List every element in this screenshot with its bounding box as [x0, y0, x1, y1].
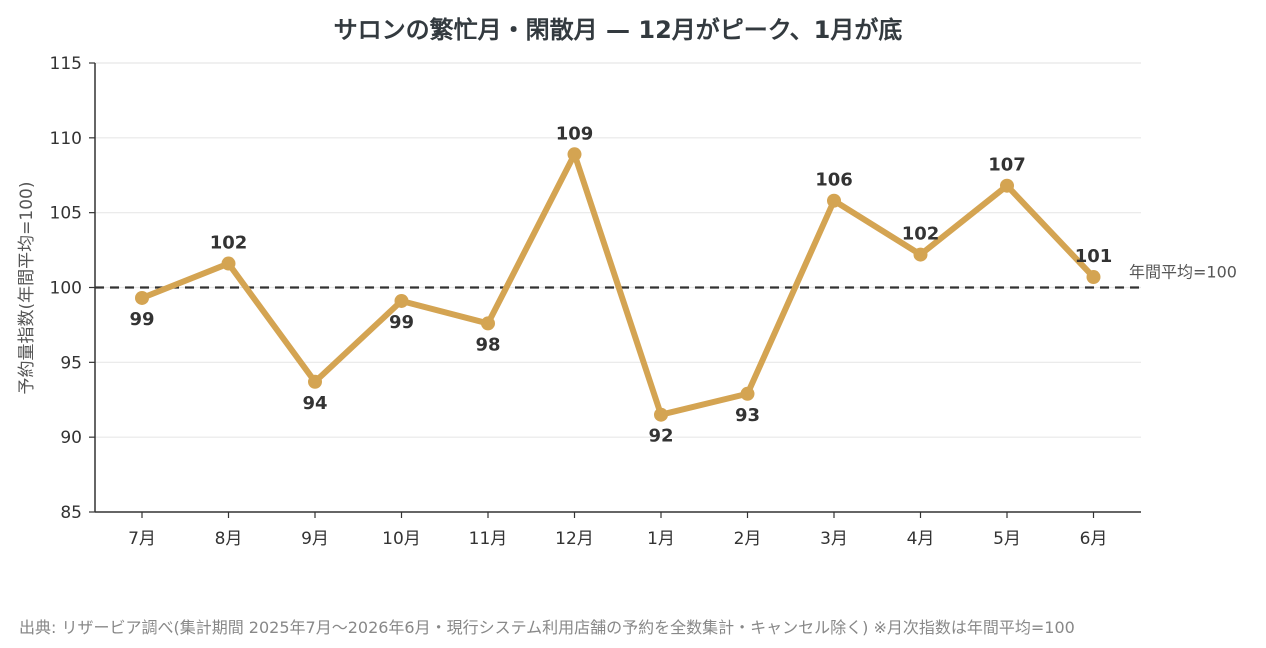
- y-tick-label: 105: [50, 204, 82, 224]
- y-tick-label: 100: [50, 279, 82, 299]
- data-point: [308, 374, 322, 389]
- y-axis-label: 予約量指数(年間平均=100): [17, 182, 37, 395]
- data-label: 109: [556, 123, 594, 144]
- x-tick-label: 4月: [907, 529, 935, 549]
- y-tick-label: 90: [60, 428, 82, 448]
- data-label: 93: [735, 405, 760, 426]
- x-tick-label: 9月: [301, 529, 329, 549]
- series-line: [139, 151, 1097, 418]
- data-label: 99: [389, 312, 414, 333]
- x-tick-label: 11月: [469, 529, 508, 549]
- x-tick-label: 10月: [382, 529, 421, 549]
- data-points: [135, 147, 1101, 422]
- y-tick-label: 95: [60, 353, 82, 373]
- data-label: 102: [210, 233, 248, 254]
- source-note: 出典: リザービア調べ(集計期間 2025年7月〜2026年6月・現行システム利…: [19, 618, 1075, 637]
- data-labels: 99 102 94 99 98 109 92 93 106 102 107 101: [129, 123, 1112, 446]
- x-tick-label: 5月: [993, 529, 1021, 549]
- x-axis-ticks: 7月 8月 9月 10月 11月 12月 1月 2月 3月 4月 5月 6月: [128, 512, 1107, 549]
- data-label: 92: [648, 426, 673, 447]
- data-label: 94: [302, 393, 327, 414]
- data-point: [1086, 270, 1101, 285]
- data-point: [1000, 178, 1014, 193]
- data-point: [481, 316, 495, 331]
- data-label: 106: [815, 170, 853, 191]
- data-label: 98: [475, 334, 500, 355]
- line-chart: 85 90 95 100 105 110 115 7月 8月 9月 10月 11月 12月 1月 2月 3月…: [17, 54, 1237, 549]
- data-point: [567, 147, 582, 162]
- x-tick-label: 12月: [555, 529, 594, 549]
- data-point: [221, 256, 236, 271]
- data-point: [827, 193, 841, 208]
- y-tick-label: 85: [60, 503, 82, 523]
- y-tick-label: 110: [50, 129, 82, 149]
- gridlines: [95, 62, 1141, 438]
- y-tick-label: 115: [50, 54, 82, 74]
- y-axis-ticks: 85 90 95 100 105 110 115: [50, 54, 95, 523]
- x-tick-label: 3月: [820, 529, 848, 549]
- data-point: [913, 247, 928, 262]
- data-point: [394, 293, 409, 308]
- chart-title: サロンの繁忙月・閑散月 — 12月がピーク、1月が底: [333, 16, 903, 44]
- x-tick-label: 8月: [215, 529, 243, 549]
- data-label: 107: [988, 155, 1026, 176]
- data-label: 101: [1075, 246, 1113, 267]
- data-point: [654, 407, 668, 422]
- data-point: [135, 290, 149, 305]
- x-tick-label: 6月: [1080, 529, 1108, 549]
- series-polyline: [139, 151, 1097, 418]
- x-tick-label: 2月: [734, 529, 762, 549]
- data-point: [740, 386, 755, 401]
- x-tick-label: 7月: [128, 529, 156, 549]
- reference-line-label: 年間平均=100: [1129, 263, 1237, 282]
- data-label: 102: [902, 224, 940, 245]
- data-label: 99: [129, 309, 154, 330]
- x-tick-label: 1月: [647, 529, 675, 549]
